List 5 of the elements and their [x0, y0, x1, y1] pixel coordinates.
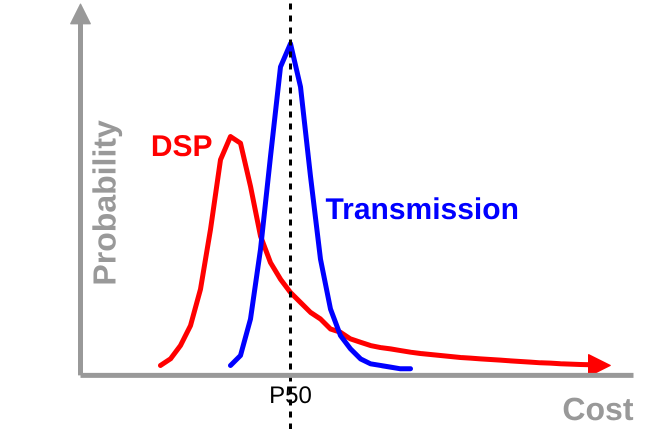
series-label: Transmission	[326, 193, 519, 226]
x-axis-title: Cost	[562, 390, 634, 427]
y-axis-title: Probability	[86, 120, 122, 286]
series-label: DSP	[150, 130, 213, 164]
text: P50	[269, 382, 312, 410]
